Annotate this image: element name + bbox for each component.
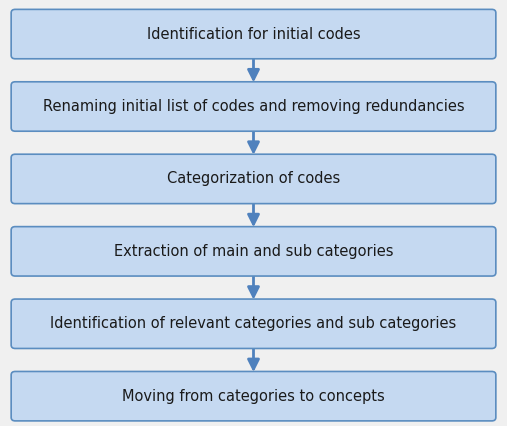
Text: Extraction of main and sub categories: Extraction of main and sub categories <box>114 244 393 259</box>
Text: Renaming initial list of codes and removing redundancies: Renaming initial list of codes and remov… <box>43 99 464 114</box>
FancyBboxPatch shape <box>11 227 496 276</box>
FancyBboxPatch shape <box>11 9 496 59</box>
Text: Identification of relevant categories and sub categories: Identification of relevant categories an… <box>50 316 457 331</box>
Text: Identification for initial codes: Identification for initial codes <box>147 26 360 42</box>
FancyBboxPatch shape <box>11 154 496 204</box>
Text: Categorization of codes: Categorization of codes <box>167 171 340 187</box>
FancyBboxPatch shape <box>11 82 496 131</box>
FancyBboxPatch shape <box>11 299 496 348</box>
Text: Moving from categories to concepts: Moving from categories to concepts <box>122 389 385 404</box>
FancyBboxPatch shape <box>11 371 496 421</box>
